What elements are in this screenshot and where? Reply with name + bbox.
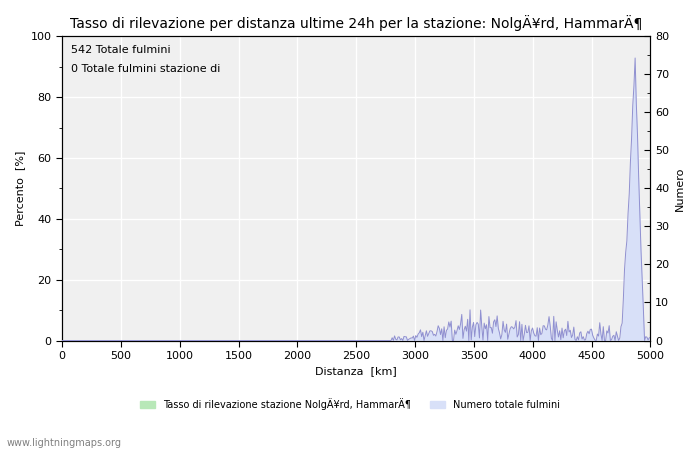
Y-axis label: Percento  [%]: Percento [%] [15,151,25,226]
Text: www.lightningmaps.org: www.lightningmaps.org [7,437,122,447]
Text: 542 Totale fulmini: 542 Totale fulmini [71,45,170,55]
Legend: Tasso di rilevazione stazione NolgÄ¥rd, HammarÄ¶, Numero totale fulmini: Tasso di rilevazione stazione NolgÄ¥rd, … [136,394,564,414]
Title: Tasso di rilevazione per distanza ultime 24h per la stazione: NolgÄ¥rd, HammarÄ¶: Tasso di rilevazione per distanza ultime… [70,15,643,31]
X-axis label: Distanza  [km]: Distanza [km] [315,366,397,377]
Text: 0 Totale fulmini stazione di: 0 Totale fulmini stazione di [71,63,220,74]
Y-axis label: Numero: Numero [675,166,685,211]
